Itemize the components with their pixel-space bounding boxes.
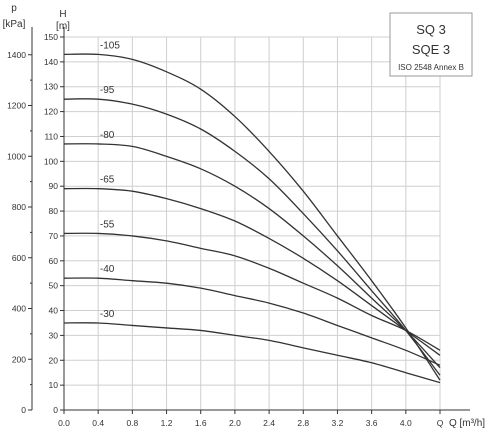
info-box-model-2: SQE 3: [412, 42, 450, 57]
x-tick-label: 1.6: [195, 418, 207, 428]
y2-axis-label-unit: [kPa]: [3, 19, 26, 30]
x-tick-label: 4.0: [400, 418, 412, 428]
curve-label: -65: [100, 175, 115, 186]
curve-55: [63, 232, 441, 351]
grid-layer: [63, 36, 441, 411]
y2-tick-label: 600: [12, 253, 26, 263]
axes-layer: 0 10 20 30 40 50 60 70 80 90 100 110 120 130 140 150 0.0…: [7, 27, 470, 428]
curve-label: -95: [100, 85, 115, 96]
y-tick-label: 120: [44, 107, 58, 117]
y-tick-label: 60: [49, 256, 59, 266]
y-tick-label: 70: [49, 231, 59, 241]
x-tick-label: 3.2: [332, 418, 344, 428]
y2-axis-label-symbol: p: [11, 3, 17, 14]
y-tick-label: 0: [53, 405, 58, 415]
info-box-model-1: SQ 3: [416, 22, 446, 37]
y2-tick-label: 800: [12, 202, 26, 212]
curve-label: -30: [100, 309, 115, 320]
y-tick-label: 100: [44, 156, 58, 166]
x-tick-label: 0.8: [126, 418, 138, 428]
y-tick-label: 20: [49, 355, 59, 365]
y-tick-label: 130: [44, 82, 58, 92]
y-tick-label: 30: [49, 330, 59, 340]
y-tick-label: 90: [49, 181, 59, 191]
curves-layer: -105 -95 -80 -65 -55 -40 -30: [63, 40, 441, 384]
y2-tick-label: 200: [12, 354, 26, 364]
x-tick-label: 0.4: [92, 418, 104, 428]
x-tick-label: 1.2: [161, 418, 173, 428]
info-box: SQ 3 SQE 3 ISO 2548 Annex B: [389, 12, 473, 77]
curve-label: -105: [100, 40, 120, 51]
curve-95: [63, 98, 441, 376]
y-tick-label: 50: [49, 281, 59, 291]
info-box-standard: ISO 2548 Annex B: [398, 63, 464, 72]
curve-label: -40: [100, 264, 115, 275]
y-tick-label: 40: [49, 306, 59, 316]
x-tick-label: 0.0: [58, 418, 70, 428]
curve-label: -80: [100, 130, 115, 141]
y2-tick-label: 1400: [7, 50, 26, 60]
x-axis-label: Q [m³/h]: [449, 418, 485, 429]
curve-label: -55: [100, 219, 115, 230]
y2-tick-label: 400: [12, 304, 26, 314]
y2-tick-label: 1000: [7, 151, 26, 161]
x-tick-label: 3.6: [366, 418, 378, 428]
y-tick-label: 10: [49, 380, 59, 390]
curve-105: [63, 53, 441, 381]
x-tick-label: 2.4: [263, 418, 275, 428]
curve-65: [63, 187, 441, 356]
x-tick-label: 2.0: [229, 418, 241, 428]
y-tick-label: 80: [49, 206, 59, 216]
y-tick-label: 140: [44, 57, 58, 67]
y-tick-label: 150: [44, 32, 58, 42]
curve-40: [63, 277, 441, 366]
curve-30: [63, 322, 441, 384]
y-axis-label-unit: [m]: [56, 21, 70, 32]
y2-tick-label: 0: [21, 405, 26, 415]
y-tick-label: 110: [44, 131, 58, 141]
y2-tick-label: 1200: [7, 101, 26, 111]
info-box-frame: [389, 12, 473, 77]
x-tick-label: 2.8: [297, 418, 309, 428]
x-tick-label: Q: [437, 418, 444, 428]
y-axis-label-symbol: H: [59, 9, 66, 20]
curve-80: [63, 143, 441, 369]
